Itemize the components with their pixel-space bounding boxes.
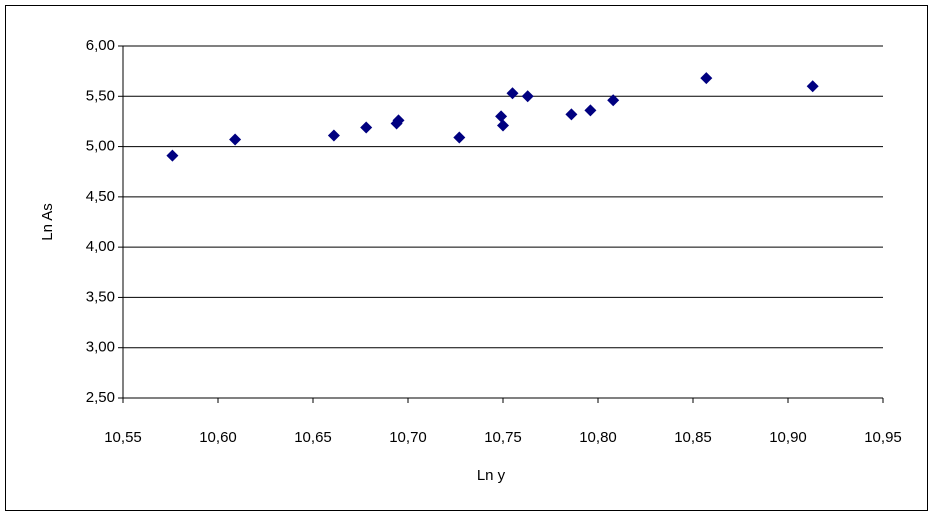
x-tick-label: 10,90 — [769, 429, 807, 446]
y-tick-label: 2,50 — [86, 389, 115, 406]
point — [495, 110, 508, 123]
x-tick-label: 10,95 — [864, 429, 902, 446]
point — [497, 119, 509, 132]
point — [607, 94, 620, 107]
point — [360, 121, 373, 134]
y-tick-label: 5,50 — [86, 87, 115, 104]
point — [327, 129, 340, 142]
x-tick-label: 10,55 — [104, 429, 142, 446]
point — [506, 87, 519, 100]
x-tick-label: 10,85 — [674, 429, 712, 446]
point — [584, 104, 597, 117]
x-tick-label: 10,60 — [199, 429, 237, 446]
point — [166, 149, 179, 162]
x-tick-label: 10,70 — [389, 429, 427, 446]
point — [700, 72, 713, 85]
x-tick-label: 10,75 — [484, 429, 522, 446]
point — [392, 114, 405, 127]
point — [565, 108, 578, 121]
y-tick-label: 4,50 — [86, 188, 115, 205]
y-tick-label: 3,00 — [86, 339, 115, 356]
x-tick-label: 10,80 — [579, 429, 617, 446]
y-tick-label: 6,00 — [86, 37, 115, 54]
y-tick-label: 4,00 — [86, 238, 115, 255]
point — [806, 80, 819, 93]
chart-border — [5, 5, 928, 511]
point — [453, 131, 466, 144]
point — [229, 133, 242, 146]
x-tick-label: 10,65 — [294, 429, 332, 446]
y-tick-label: 5,00 — [86, 138, 115, 155]
y-axis-label: Ln As — [39, 203, 56, 241]
point — [521, 90, 534, 103]
x-axis-label: Ln y — [477, 467, 506, 484]
y-tick-label: 3,50 — [86, 288, 115, 305]
